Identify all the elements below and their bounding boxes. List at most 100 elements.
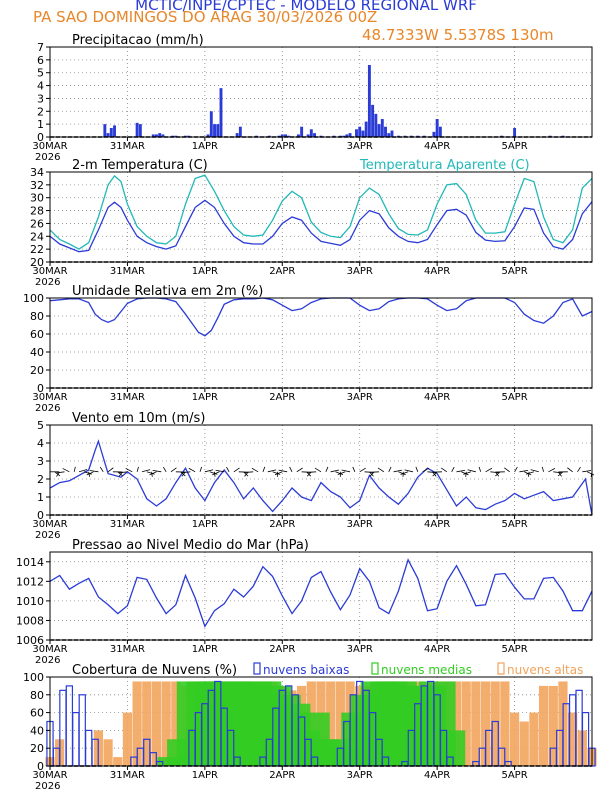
wind-barb <box>577 466 581 473</box>
chart-title: MCTIC/INPE/CPTEC - MODELO REGIONAL WRF <box>135 0 477 14</box>
legend-swatch <box>253 662 261 675</box>
x-tick-label: 5APR <box>501 770 527 781</box>
wind-barb <box>553 471 563 474</box>
panel-title: 2-m Temperatura (C) <box>72 158 208 173</box>
series-line <box>49 174 593 250</box>
cloud-bar-nuvens-baixas <box>72 711 80 767</box>
wind-barb <box>422 467 430 473</box>
wind-barb <box>519 469 529 473</box>
wind-barb <box>199 466 203 472</box>
cloud-bar-nuvens-altas <box>461 681 471 766</box>
cloud-bar-nuvens-altas <box>519 721 529 766</box>
wind-barb <box>146 471 155 475</box>
x-tick-label: 2APR <box>269 141 295 152</box>
y-tick-label: 4 <box>37 437 44 450</box>
precip-bar <box>384 126 387 137</box>
wind-barb <box>163 466 167 473</box>
precip-bar <box>374 113 378 137</box>
y-tick-label: 20 <box>30 364 44 377</box>
wind-barb <box>451 466 455 472</box>
legend-label: nuvens baixas <box>263 663 349 677</box>
x-tick-label: 1APR <box>192 519 218 530</box>
precip-bar <box>390 130 394 137</box>
x-tick-label: 3APR <box>347 519 373 530</box>
x-tick-label: 30MAR <box>32 266 67 277</box>
panel-title: Umidade Relativa em 2m (%) <box>72 284 263 299</box>
precip-bar <box>364 121 368 137</box>
wind-barb <box>398 471 406 476</box>
x-year-label: 2026 <box>35 530 60 541</box>
cloud-bar-nuvens-altas <box>500 681 510 766</box>
wind-barb <box>377 467 385 473</box>
wind-barb <box>125 468 133 473</box>
precip-bar <box>151 134 155 137</box>
wind-barb <box>541 466 544 472</box>
x-tick-label: 5APR <box>501 392 527 403</box>
x-tick-label: 1APR <box>192 141 218 152</box>
precip-bar <box>213 124 216 137</box>
wind-barb <box>567 467 573 473</box>
x-tick-label: 4APR <box>424 266 450 277</box>
x-tick-label: 3APR <box>347 392 373 403</box>
y-tick-label: 60 <box>30 707 44 720</box>
wind-barb <box>141 469 151 473</box>
wind-barb <box>548 468 556 473</box>
precip-bar <box>219 88 223 137</box>
x-tick-label: 31MAR <box>110 770 145 781</box>
precip-bar <box>235 133 239 137</box>
x-tick-label: 30MAR <box>32 141 67 152</box>
cloud-bar-nuvens-altas <box>471 681 481 766</box>
cloud-bar-nuvens-altas <box>151 681 162 766</box>
cloud-bar-nuvens-altas <box>509 712 520 766</box>
wind-barb <box>485 467 493 473</box>
x-tick-label: 30MAR <box>32 519 67 530</box>
wind-barb <box>62 468 70 473</box>
panel-title: Precipitacao (mm/h) <box>72 33 204 48</box>
y-tick-label: 5 <box>37 67 44 80</box>
wind-barb <box>314 467 322 473</box>
wind-barb <box>215 469 225 473</box>
wind-barb <box>188 467 196 473</box>
precip-bar <box>174 135 178 137</box>
x-tick-label: 4APR <box>424 519 450 530</box>
wind-barb <box>526 471 535 475</box>
legend-label: nuvens altas <box>507 663 583 677</box>
wind-barb <box>432 471 438 477</box>
y-tick-label: 7 <box>37 41 44 54</box>
x-tick-label: 4APR <box>424 392 450 403</box>
x-tick-label: 5APR <box>501 266 527 277</box>
precip-bar <box>113 125 116 137</box>
x-year-label: 2026 <box>35 152 60 163</box>
precip-bar <box>206 134 210 137</box>
panel-title: Cobertura de Nuvens (%) <box>72 663 237 678</box>
wind-barb <box>73 466 76 472</box>
wind-barb <box>274 471 283 476</box>
wind-barb <box>262 466 266 472</box>
y-tick-label: 4 <box>37 80 44 93</box>
wind-barb <box>478 466 482 472</box>
cloud-bar-nuvens-altas <box>490 681 500 766</box>
y-tick-label: 1012 <box>16 575 44 588</box>
panel-title: Vento em 10m (m/s) <box>72 411 205 426</box>
wind-barb <box>296 467 303 473</box>
wind-barb <box>83 471 92 475</box>
precip-bar <box>109 128 113 137</box>
precip-bar <box>300 126 304 137</box>
wind-barb <box>456 469 466 473</box>
precip-bar <box>435 119 439 137</box>
wind-barb <box>267 469 277 473</box>
wind-barb <box>461 471 469 476</box>
precip-bar <box>513 128 517 137</box>
precip-bar <box>135 122 139 137</box>
precip-bar <box>380 119 384 137</box>
wind-barb <box>307 471 317 473</box>
wind-barb <box>180 471 186 477</box>
precip-bar <box>309 129 313 137</box>
y-tick-label: 20 <box>30 256 44 269</box>
y-tick-label: 80 <box>30 689 44 702</box>
y-tick-label: 26 <box>30 217 44 230</box>
precip-bar <box>438 126 442 137</box>
y-tick-label: 60 <box>30 328 44 341</box>
cloud-bar-nuvens-altas <box>335 681 345 766</box>
